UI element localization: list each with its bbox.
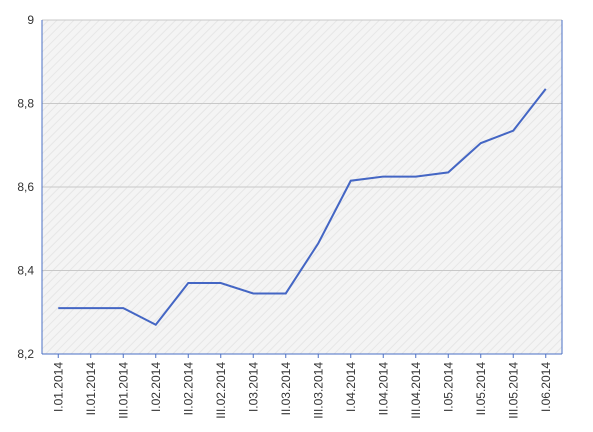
line-series (58, 88, 547, 327)
x-tick-label: I.01.2014 (51, 362, 65, 412)
y-tick-label: 8,6 (17, 180, 34, 194)
x-tick-label: I.05.2014 (441, 362, 455, 412)
x-tick-label: III.02.2014 (214, 362, 228, 419)
x-tick-label: III.05.2014 (506, 362, 520, 419)
x-tick-label: I.06.2014 (539, 362, 553, 412)
x-tick-label: II.05.2014 (474, 362, 488, 416)
y-tick-label: 8,2 (17, 347, 34, 361)
x-tick-label: I.02.2014 (149, 362, 163, 412)
x-tick-label: I.03.2014 (246, 362, 260, 412)
x-tick-label: I.04.2014 (344, 362, 358, 412)
x-tick-label: II.04.2014 (376, 362, 390, 416)
x-tick-label: II.01.2014 (84, 362, 98, 416)
x-tick-label: III.01.2014 (116, 362, 130, 419)
x-tick-label: III.04.2014 (409, 362, 423, 419)
x-tick-label: II.02.2014 (181, 362, 195, 416)
y-tick-label: 9 (27, 13, 34, 27)
x-tick-label: II.03.2014 (279, 362, 293, 416)
x-tick-label: III.03.2014 (311, 362, 325, 419)
y-tick-label: 8,4 (17, 264, 34, 278)
y-tick-label: 8,8 (17, 97, 34, 111)
